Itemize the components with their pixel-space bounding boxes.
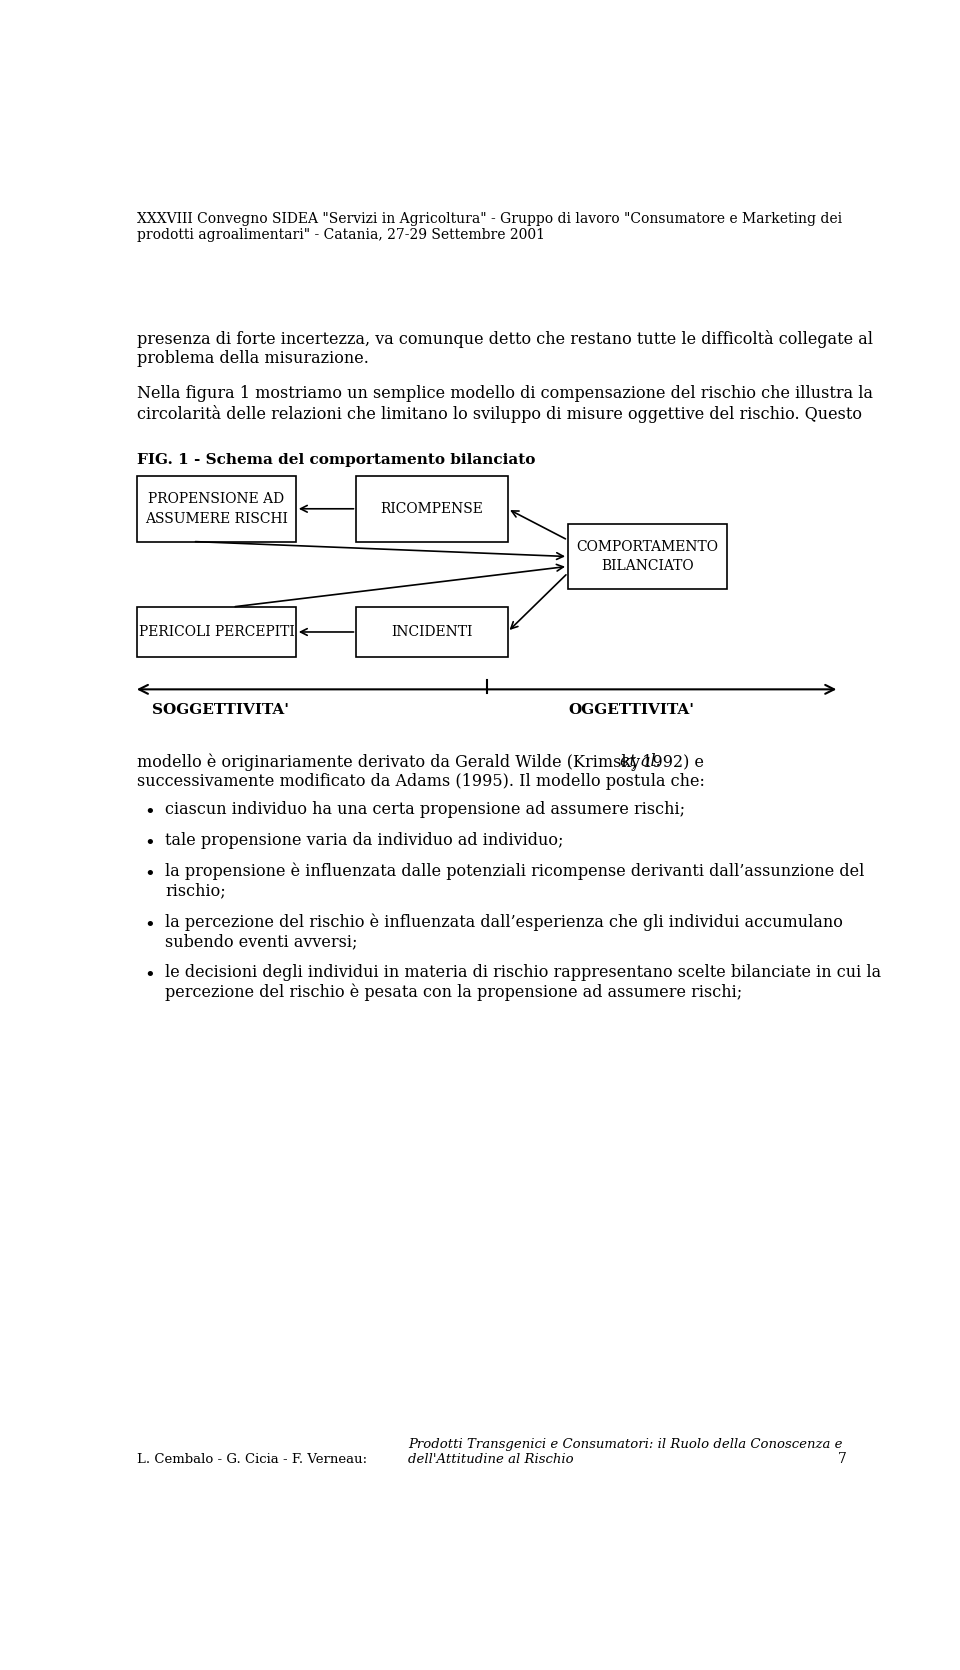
- Text: XXXVIII Convegno SIDEA "Servizi in Agricoltura" - Gruppo di lavoro "Consumatore : XXXVIII Convegno SIDEA "Servizi in Agric…: [137, 212, 842, 242]
- Text: PERICOLI PERCEPITI: PERICOLI PERCEPITI: [138, 625, 295, 640]
- Text: •: •: [144, 865, 155, 883]
- Text: Nella figura 1 mostriamo un semplice modello di compensazione del rischio che il: Nella figura 1 mostriamo un semplice mod…: [137, 386, 873, 423]
- Text: FIG. 1 - Schema del comportamento bilanciato: FIG. 1 - Schema del comportamento bilanc…: [137, 453, 536, 468]
- Text: la propensione è influenzata dalle potenziali ricompense derivanti dall’assunzio: la propensione è influenzata dalle poten…: [165, 863, 864, 900]
- Text: modello è originariamente derivato da Gerald Wilde (Krimsky: modello è originariamente derivato da Ge…: [137, 753, 645, 772]
- Text: INCIDENTI: INCIDENTI: [392, 625, 472, 640]
- Text: •: •: [144, 803, 155, 822]
- Text: et al.: et al.: [620, 753, 660, 770]
- Text: OGGETTIVITA': OGGETTIVITA': [568, 703, 694, 716]
- Text: presenza di forte incertezza, va comunque detto che restano tutte le difficoltà : presenza di forte incertezza, va comunqu…: [137, 329, 873, 367]
- Bar: [568, 524, 727, 590]
- Text: RICOMPENSE: RICOMPENSE: [380, 501, 484, 516]
- Text: L. Cembalo - G. Cicia - F. Verneau:: L. Cembalo - G. Cicia - F. Verneau:: [137, 1453, 372, 1466]
- Text: •: •: [144, 967, 155, 985]
- Text: , 1992) e: , 1992) e: [633, 753, 705, 770]
- Text: COMPORTAMENTO
BILANCIATO: COMPORTAMENTO BILANCIATO: [576, 539, 718, 573]
- Text: 7: 7: [838, 1451, 847, 1466]
- Text: la percezione del rischio è influenzata dall’esperienza che gli individui accumu: la percezione del rischio è influenzata …: [165, 913, 843, 950]
- Bar: [356, 606, 508, 656]
- Text: le decisioni degli individui in materia di rischio rappresentano scelte bilancia: le decisioni degli individui in materia …: [165, 964, 881, 1002]
- Text: SOGGETTIVITA': SOGGETTIVITA': [153, 703, 289, 716]
- Bar: [137, 606, 296, 656]
- Text: ciascun individuo ha una certa propensione ad assumere rischi;: ciascun individuo ha una certa propensio…: [165, 802, 685, 818]
- Bar: [137, 476, 296, 541]
- Bar: [356, 476, 508, 541]
- Text: PROPENSIONE AD
ASSUMERE RISCHI: PROPENSIONE AD ASSUMERE RISCHI: [145, 493, 288, 526]
- Text: •: •: [144, 917, 155, 935]
- Text: •: •: [144, 835, 155, 853]
- Text: Prodotti Transgenici e Consumatori: il Ruolo della Conoscenza e
dell'Attitudine : Prodotti Transgenici e Consumatori: il R…: [408, 1438, 842, 1466]
- Text: successivamente modificato da Adams (1995). Il modello postula che:: successivamente modificato da Adams (199…: [137, 773, 705, 790]
- Text: tale propensione varia da individuo ad individuo;: tale propensione varia da individuo ad i…: [165, 832, 564, 848]
